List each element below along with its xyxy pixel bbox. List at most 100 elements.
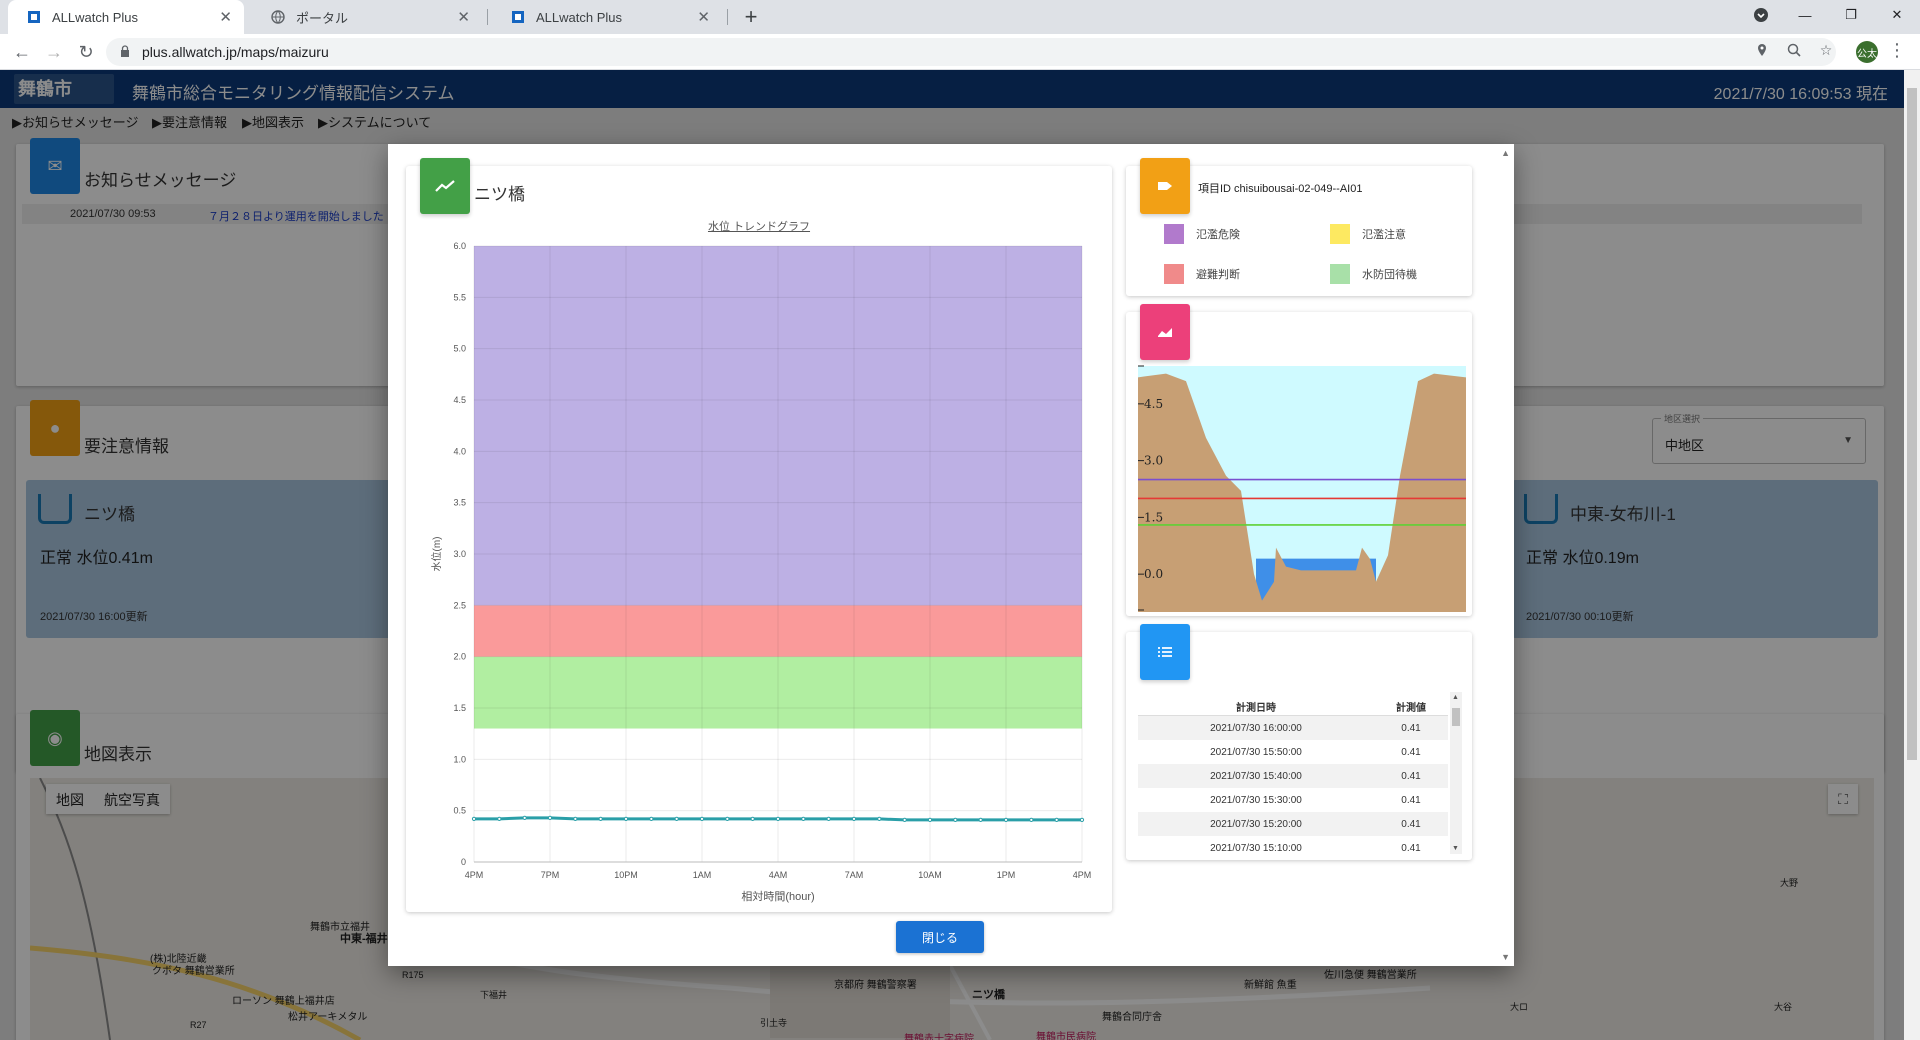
page-scrollbar[interactable]	[1904, 70, 1920, 1040]
water-level-point	[851, 816, 857, 821]
region-select-value: 中地区	[1665, 438, 1705, 453]
sensor-card-nyufu[interactable]: 中東-女布川-1 正常 水位0.19m 2021/07/30 00:10更新	[1512, 480, 1878, 638]
water-level-point	[927, 817, 933, 823]
globe-icon: ◉	[30, 710, 80, 766]
column-header-value: 計測値	[1396, 703, 1426, 714]
minimize-button[interactable]: —	[1798, 7, 1812, 23]
water-gauge-icon	[1524, 494, 1558, 524]
browser-tab-3[interactable]: ALLwatch Plus ✕	[492, 0, 722, 34]
forward-arrow-icon[interactable]: →	[45, 41, 63, 62]
legend-swatch	[1164, 224, 1184, 244]
profile-avatar[interactable]: 公太	[1856, 41, 1878, 63]
table-row[interactable]: 2021/07/30 15:20:00 0.41	[1138, 812, 1448, 836]
y-tick-label: 2.0	[453, 652, 466, 662]
map-type-roadmap[interactable]: 地図	[56, 792, 84, 808]
site-nav: ▶お知らせメッセージ ▶要注意情報 ▶地図表示 ▶システムについて	[0, 108, 1904, 130]
scroll-up-icon[interactable]: ▲	[1452, 694, 1459, 701]
fullscreen-icon[interactable]: ⛶	[1828, 784, 1858, 814]
water-level-point	[877, 816, 882, 821]
back-arrow-icon[interactable]: ←	[13, 41, 31, 62]
scrollbar-thumb[interactable]	[1452, 708, 1460, 726]
nav-about-link[interactable]: ▶システムについて	[318, 115, 432, 130]
close-icon[interactable]: ✕	[697, 9, 710, 26]
map-label: R27	[190, 1020, 207, 1030]
legend-item: 避難判断	[1164, 264, 1240, 284]
zoom-icon[interactable]	[1784, 40, 1804, 60]
y-tick-label: 6.0	[453, 241, 466, 251]
maximize-button[interactable]: ❐	[1845, 7, 1857, 22]
water-level-point	[1079, 817, 1085, 823]
close-icon[interactable]: ✕	[457, 9, 470, 26]
river-bank-terrain	[1138, 373, 1466, 612]
x-axis-label: 相対時間(hour)	[741, 889, 814, 903]
table-scrollbar[interactable]: ▲ ▼	[1450, 692, 1462, 854]
region-select[interactable]: 地区選択 中地区 ▼	[1652, 412, 1866, 464]
water-level-point	[598, 816, 603, 821]
table-row[interactable]: 2021/07/30 15:40:00 0.41	[1138, 764, 1448, 788]
sensor-level: 正常 水位0.41m	[40, 550, 153, 567]
tab-search-icon[interactable]	[1738, 0, 1784, 30]
table-row[interactable]: 2021/07/30 15:50:00 0.41	[1138, 740, 1448, 764]
map-label: 大ロ	[1510, 1002, 1529, 1012]
item-id: 項目ID chisuibousai-02-049--AI01	[1198, 183, 1363, 195]
browser-menu-icon[interactable]: ⋮	[1888, 40, 1906, 60]
sensor-name: ニツ橋	[84, 505, 135, 524]
legend-label: 避難判断	[1196, 269, 1240, 281]
row-date: 2021/07/30 15:50:00	[1210, 747, 1302, 758]
map-type-toggle[interactable]: 地図 航空写真	[46, 784, 170, 814]
table-row[interactable]: 2021/07/30 15:10:00 0.41	[1138, 836, 1448, 858]
river-icon	[1140, 304, 1190, 360]
water-level-point	[801, 816, 806, 821]
address-bar[interactable]: plus.allwatch.jp/maps/maizuru	[106, 38, 1836, 66]
scroll-down-icon[interactable]: ▼	[1452, 845, 1459, 852]
chevron-down-icon: ▼	[1843, 435, 1853, 446]
reload-icon[interactable]: ↻	[78, 41, 94, 62]
map-label: R175	[402, 970, 424, 980]
map-label: 京都府 舞鶴警察署	[834, 980, 917, 991]
browser-tab-1[interactable]: ALLwatch Plus ✕	[8, 0, 244, 34]
table-row[interactable]: 2021/07/30 16:00:00 0.41	[1138, 716, 1448, 740]
x-tick-label: 10PM	[614, 870, 638, 880]
water-level-point	[902, 817, 907, 823]
x-tick-label: 4PM	[465, 870, 484, 880]
close-icon[interactable]: ✕	[219, 9, 232, 26]
row-value: 0.41	[1401, 747, 1421, 758]
y-tick-label: 0.5	[453, 806, 466, 816]
table-row[interactable]: 2021/07/30 15:30:00 0.41	[1138, 788, 1448, 812]
alerts-title: 要注意情報	[84, 437, 169, 456]
location-pin-icon[interactable]	[1752, 40, 1772, 60]
nav-notices-link[interactable]: ▶お知らせメッセージ	[12, 115, 139, 130]
row-value: 0.41	[1401, 771, 1421, 782]
x-tick-label: 1AM	[693, 870, 712, 880]
scroll-up-icon[interactable]: ▲	[1501, 148, 1510, 158]
legend-item: 氾濫注意	[1330, 224, 1406, 244]
map-type-satellite[interactable]: 航空写真	[104, 792, 160, 808]
window-close-button[interactable]: ✕	[1891, 7, 1903, 22]
water-level-point	[725, 816, 730, 821]
scroll-down-icon[interactable]: ▼	[1501, 952, 1510, 962]
water-level-point	[649, 816, 654, 821]
measurement-table-card: 計測日時 計測値 2021/07/30 16:00:00 0.41 2021/0…	[1126, 632, 1472, 860]
mail-icon: ✉	[30, 138, 80, 194]
nav-alerts-link[interactable]: ▶要注意情報	[152, 115, 227, 130]
map-label: クボタ 舞鶴営業所	[152, 966, 235, 977]
city-logo[interactable]: 舞鶴市	[14, 74, 114, 104]
notice-date: 2021/07/30 09:53	[70, 208, 156, 220]
map-label: 舞鶴赤十字病院	[904, 1034, 974, 1040]
browser-tab-2[interactable]: ポータル ✕	[252, 0, 482, 34]
sensor-updated: 2021/07/30 00:10更新	[1526, 611, 1634, 623]
site-title: 舞鶴市総合モニタリング情報配信システム	[132, 84, 455, 103]
close-modal-button[interactable]: 閉じる	[896, 921, 984, 953]
threshold-band	[474, 246, 1082, 606]
water-level-point	[573, 816, 578, 821]
new-tab-button[interactable]: +	[744, 4, 758, 29]
x-tick-label: 4AM	[769, 870, 788, 880]
scrollbar-thumb[interactable]	[1907, 88, 1917, 760]
allwatch-favicon-icon	[510, 9, 526, 25]
map-label: 大野	[1780, 878, 1799, 888]
nav-map-link[interactable]: ▶地図表示	[242, 115, 304, 130]
bookmark-star-icon[interactable]: ☆	[1819, 41, 1833, 58]
y-tick-label: 1.5	[1144, 510, 1163, 524]
water-level-point	[1003, 817, 1009, 823]
y-tick-label: 4.5	[1144, 397, 1163, 411]
